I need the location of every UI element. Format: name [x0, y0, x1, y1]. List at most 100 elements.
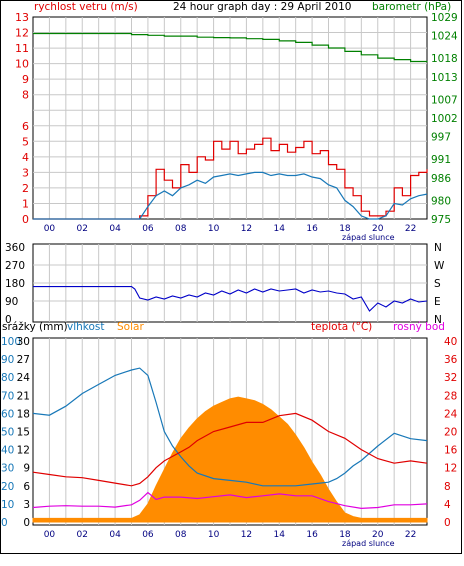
wind-tick-label: 5: [22, 135, 29, 148]
temperature-label: teplota (°C): [311, 321, 372, 333]
pressure-tick-label: 1013: [431, 72, 458, 84]
temperature-tick-label: 32: [444, 372, 457, 384]
humidity-tick-label: 90: [1, 354, 14, 366]
rain-tick-label: 18: [17, 408, 30, 420]
humidity-tick-label: 50: [1, 427, 14, 439]
temperature-tick-label: 0: [444, 517, 451, 529]
wind-tick-label: 13: [15, 11, 29, 24]
humidity-tick-label: 80: [1, 372, 14, 384]
temperature-tick-label: 20: [444, 427, 457, 439]
pressure-tick-label: 997: [431, 132, 451, 144]
rain-tick-label: 24: [17, 372, 31, 384]
rain-tick-label: 9: [23, 463, 30, 475]
rain-tick-label: 12: [17, 445, 30, 457]
direction-tick-label: 180: [5, 278, 25, 290]
x-tick-label: 02: [77, 224, 88, 234]
rain-tick-label: 15: [17, 427, 30, 439]
x-tick-label: 06: [142, 530, 154, 540]
temperature-panel-x-ticks: 00 02 04 06 08 10 12 14 16 18 20 22: [44, 530, 417, 540]
x-tick-label: 02: [77, 530, 88, 540]
solar-label: Solar: [117, 321, 144, 333]
pressure-tick-label: 991: [431, 154, 451, 166]
wind-tick-label: 10: [15, 58, 29, 71]
direction-degree-ticks: 0 90 180 270 360: [5, 242, 25, 326]
x-tick-label: 22: [405, 530, 416, 540]
humidity-tick-label: 40: [1, 445, 14, 457]
temperature-tick-label: 24: [444, 408, 458, 420]
wind-tick-label: 12: [15, 27, 29, 40]
humidity-tick-label: 60: [1, 408, 14, 420]
humidity-tick-label: 20: [1, 481, 14, 493]
pressure-tick-label: 1018: [431, 53, 458, 65]
temperature-tick-label: 36: [444, 354, 458, 366]
temperature-tick-label: 4: [444, 499, 451, 511]
x-tick-label: 08: [175, 530, 187, 540]
direction-tick-label: 270: [5, 260, 25, 272]
humidity-tick-label: 100: [1, 336, 21, 348]
direction-tick-label: 360: [5, 242, 25, 254]
rain-tick-label: 6: [23, 481, 30, 493]
wind-tick-label: 9: [22, 73, 29, 86]
x-tick-label: 04: [109, 530, 121, 540]
temperature-axis-ticks: 0 4 8 12 16 20 24 28 32 36 40: [444, 336, 458, 529]
x-tick-label: 18: [339, 530, 351, 540]
pressure-line: [33, 32, 428, 63]
pressure-tick-label: 1024: [431, 31, 458, 43]
dewpoint-label: rosný bod: [393, 321, 445, 333]
x-tick-label: 18: [339, 224, 351, 234]
x-tick-label: 16: [306, 224, 318, 234]
pressure-tick-label: 1007: [431, 94, 458, 106]
x-tick-label: 10: [208, 224, 220, 234]
x-tick-label: 08: [175, 224, 187, 234]
compass-tick-label: E: [434, 296, 441, 308]
wind-panel-x-ticks: 00 02 04 06 08 10 12 14 16 18 20 22: [44, 224, 417, 234]
x-tick-label: 22: [405, 224, 416, 234]
direction-tick-label: 0: [5, 314, 12, 326]
humidity-axis-ticks: 0 10 20 30 40 50 60 70 80 90 100: [1, 336, 21, 529]
x-tick-label: 12: [241, 530, 252, 540]
wind-tick-label: 6: [22, 120, 29, 133]
temperature-tick-label: 40: [444, 336, 457, 348]
humidity-tick-label: 10: [1, 499, 14, 511]
compass-tick-label: S: [434, 278, 441, 290]
temperature-tick-label: 28: [444, 390, 457, 402]
humidity-tick-label: 30: [1, 463, 14, 475]
pressure-axis-label: barometr (hPa): [372, 1, 451, 13]
x-tick-label: 16: [306, 530, 318, 540]
solar-area: [32, 396, 428, 523]
wind-tick-label: 2: [22, 182, 29, 195]
rain-tick-label: 30: [17, 336, 30, 348]
x-tick-label: 06: [142, 224, 154, 234]
x-tick-label: 14: [274, 530, 286, 540]
wind-speed-line: [33, 171, 428, 220]
rain-axis-ticks: 0 3 6 9 12 15 18 21 24 27 30: [17, 336, 31, 529]
temperature-humidity-series: [32, 367, 428, 523]
compass-tick-label: N: [434, 314, 442, 326]
pressure-tick-label: 1002: [431, 113, 458, 125]
chart-title: 24 hour graph day : 29 April 2010: [173, 1, 351, 13]
wind-tick-label: 3: [22, 166, 29, 179]
rain-tick-label: 0: [23, 517, 30, 529]
wind-tick-label: 4: [22, 151, 29, 164]
pressure-tick-label: 980: [431, 195, 451, 207]
wind-tick-label: 11: [15, 42, 29, 55]
temperature-tick-label: 16: [444, 445, 458, 457]
x-tick-label: 20: [372, 530, 384, 540]
wind-pressure-series: [33, 32, 428, 220]
rain-tick-label: 27: [17, 354, 30, 366]
humidity-line: [32, 367, 428, 487]
wind-gust-line: [33, 137, 428, 220]
pressure-tick-label: 975: [431, 214, 451, 226]
chart-frame: [0, 0, 462, 554]
wind-direction-grid: [33, 244, 427, 322]
wind-tick-label: 8: [22, 89, 29, 102]
x-tick-label: 10: [208, 530, 220, 540]
wind-axis-label: rychlost vetru (m/s): [34, 1, 138, 13]
pressure-tick-label: 1029: [431, 12, 458, 24]
x-tick-label: 04: [109, 224, 121, 234]
temperature-tick-label: 12: [444, 463, 457, 475]
wind-tick-label: 1: [22, 197, 29, 210]
pressure-axis-ticks: 975 980 986 991 997 1002 1007 1013 1018 1024 1029: [431, 12, 458, 226]
